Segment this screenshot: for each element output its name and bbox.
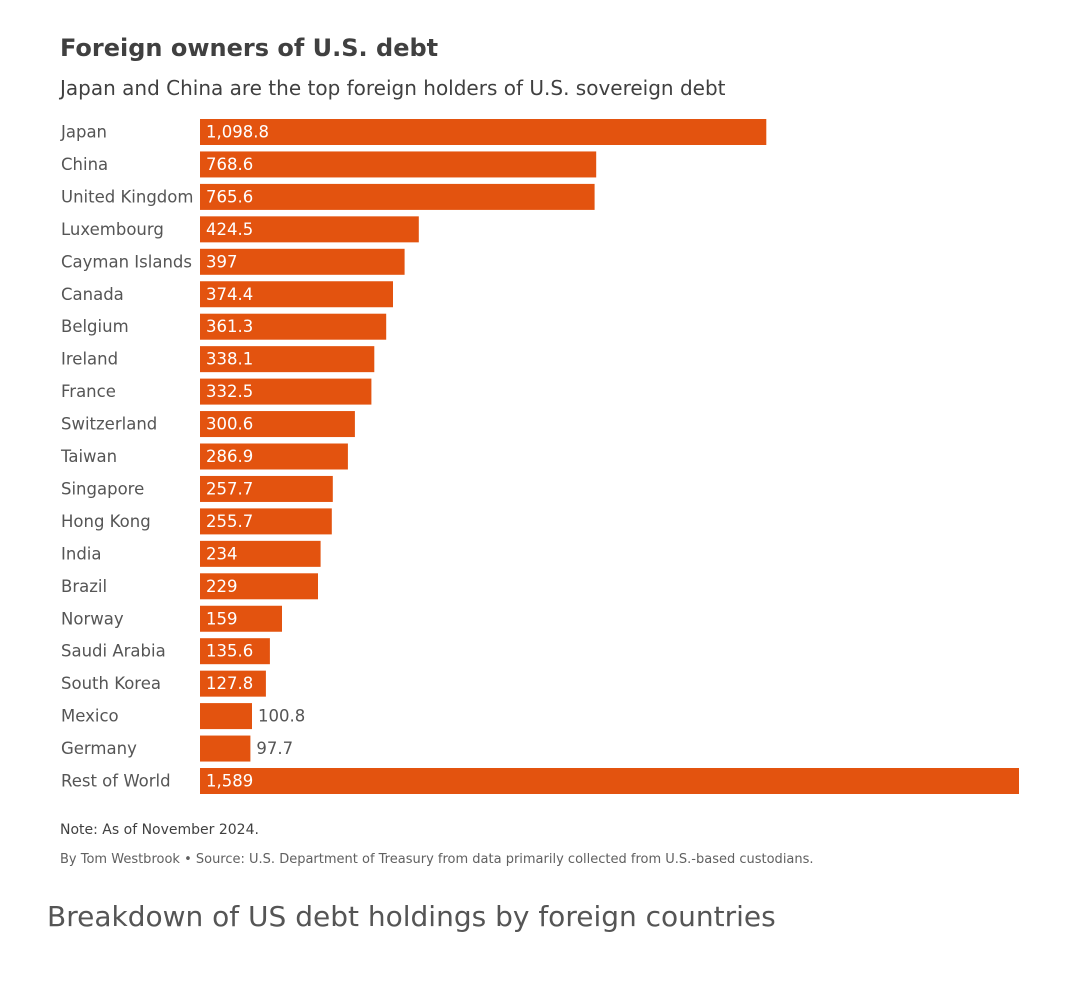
bar-switzerland — [200, 411, 355, 438]
category-label-luxembourg: Luxembourg — [61, 220, 164, 239]
value-label-china: 768.6 — [206, 155, 253, 174]
bar-saudi-arabia — [200, 638, 270, 665]
value-label-switzerland: 300.6 — [206, 415, 253, 434]
category-label-france: France — [61, 382, 116, 401]
bar-japan — [200, 119, 767, 145]
value-label-united-kingdom: 765.6 — [206, 187, 253, 206]
category-label-south-korea: South Korea — [61, 674, 161, 693]
category-label-japan: Japan — [60, 123, 107, 142]
chart-subtitle: Japan and China are the top foreign hold… — [60, 76, 726, 100]
bar-brazil — [200, 573, 318, 600]
bar-norway — [200, 605, 282, 632]
bar-cayman-islands — [200, 248, 405, 275]
category-label-brazil: Brazil — [61, 577, 107, 596]
value-label-india: 234 — [206, 544, 238, 563]
value-label-japan: 1,098.8 — [206, 123, 269, 142]
value-label-singapore: 257.7 — [206, 479, 253, 498]
chart-note: Note: As of November 2024. — [60, 822, 259, 838]
category-label-norway: Norway — [61, 609, 124, 628]
category-label-taiwan: Taiwan — [60, 447, 117, 466]
category-label-hong-kong: Hong Kong — [61, 512, 151, 531]
bar-france — [200, 378, 372, 405]
category-label-rest-of-world: Rest of World — [61, 772, 171, 791]
category-label-cayman-islands: Cayman Islands — [61, 252, 192, 271]
bar-ireland — [200, 346, 375, 373]
value-label-taiwan: 286.9 — [206, 447, 253, 466]
value-label-cayman-islands: 397 — [206, 252, 238, 271]
bar-belgium — [200, 313, 387, 340]
value-label-hong-kong: 255.7 — [206, 512, 253, 531]
bar-taiwan — [200, 443, 348, 470]
category-label-singapore: Singapore — [61, 479, 144, 498]
value-label-south-korea: 127.8 — [206, 674, 253, 693]
bar-mexico — [200, 703, 252, 730]
bar-canada — [200, 281, 393, 308]
category-label-belgium: Belgium — [61, 317, 129, 336]
category-label-india: India — [61, 544, 102, 563]
category-label-mexico: Mexico — [61, 707, 119, 726]
category-label-germany: Germany — [61, 739, 137, 758]
value-label-norway: 159 — [206, 609, 238, 628]
bar-india — [200, 540, 321, 567]
category-label-united-kingdom: United Kingdom — [61, 187, 193, 206]
value-label-canada: 374.4 — [206, 285, 253, 304]
category-label-saudi-arabia: Saudi Arabia — [61, 642, 166, 661]
category-label-canada: Canada — [61, 285, 124, 304]
bar-hong-kong — [200, 508, 332, 535]
chart-title: Foreign owners of U.S. debt — [60, 34, 439, 62]
image-caption: Breakdown of US debt holdings by foreign… — [47, 900, 776, 933]
value-label-belgium: 361.3 — [206, 317, 253, 336]
bar-chart: Japan 1,098.8 China 768.6 United Kingdom 765.… — [60, 119, 1019, 794]
value-label-france: 332.5 — [206, 382, 253, 401]
value-label-brazil: 229 — [206, 577, 238, 596]
bar-luxembourg — [200, 216, 419, 243]
category-label-china: China — [61, 155, 108, 174]
value-label-mexico: 100.8 — [258, 707, 305, 726]
bar-germany — [200, 735, 251, 762]
category-label-switzerland: Switzerland — [61, 415, 157, 434]
bar-singapore — [200, 475, 333, 502]
value-label-germany: 97.7 — [256, 739, 293, 758]
value-label-saudi-arabia: 135.6 — [206, 642, 253, 661]
chart-source: By Tom Westbrook • Source: U.S. Departme… — [60, 852, 814, 867]
value-label-rest-of-world: 1,589 — [206, 772, 253, 791]
bar-south-korea — [200, 670, 266, 697]
category-label-ireland: Ireland — [61, 350, 118, 369]
bar-united-kingdom — [200, 183, 595, 210]
value-label-luxembourg: 424.5 — [206, 220, 253, 239]
bar-china — [200, 151, 597, 178]
value-label-ireland: 338.1 — [206, 350, 253, 369]
bar-rest-of-world — [200, 768, 1019, 794]
